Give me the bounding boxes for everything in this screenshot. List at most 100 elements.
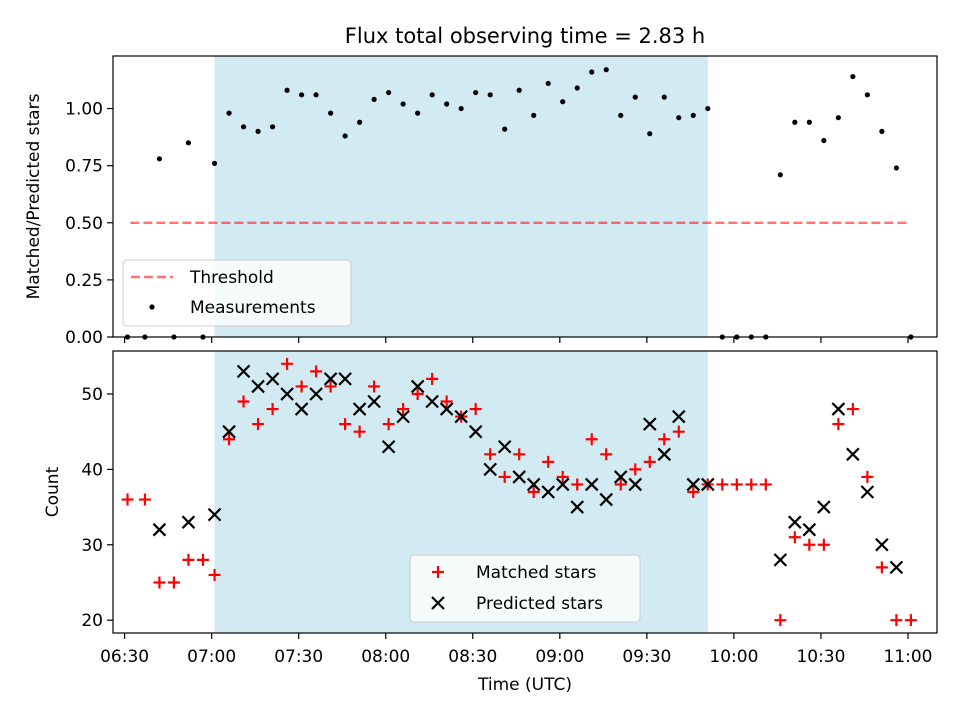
y-tick-label: 0.25 [65, 271, 103, 291]
y-tick-label: 0.50 [65, 214, 103, 234]
predicted-point [831, 402, 846, 416]
measurement-point [269, 124, 276, 130]
x-tick-label: 08:00 [361, 647, 410, 667]
matched-point [527, 486, 540, 498]
measurement-point [371, 96, 377, 103]
predicted-point [555, 477, 570, 492]
matched-point [672, 425, 685, 438]
x-tick-label: 06:30 [100, 647, 149, 667]
legend-predicted-label: Predicted stars [476, 594, 603, 614]
y-tick-label: 0.00 [65, 328, 103, 348]
predicted-point [802, 522, 817, 537]
matched-point [875, 561, 888, 574]
measurement-point [545, 80, 551, 87]
matched-point [687, 486, 700, 498]
legend-threshold-label: Threshold [189, 268, 274, 288]
matched-point [542, 455, 555, 468]
predicted-point [642, 417, 657, 431]
y-axis-label: Count [43, 466, 63, 517]
measurement-point [185, 140, 192, 146]
measurement-point [676, 115, 682, 121]
measurement-point [632, 94, 638, 100]
y-tick-label: 40 [81, 460, 103, 480]
measurement-point [357, 119, 363, 125]
measurement-point [821, 137, 827, 144]
y-tick-label: 0.75 [65, 157, 103, 177]
matched-point [266, 403, 279, 416]
matched-point [440, 395, 453, 408]
predicted-point [454, 409, 468, 424]
matched-point [556, 470, 569, 483]
measurement-point [618, 112, 624, 118]
legend-measurements-swatch [149, 304, 155, 310]
predicted-point [396, 409, 410, 424]
x-tick-label: 09:30 [622, 647, 671, 667]
measurement-point [342, 133, 348, 139]
x-tick-label: 08:30 [448, 647, 497, 667]
series-matched-stars [121, 357, 917, 627]
matched-point [745, 478, 758, 491]
measurement-point [255, 128, 261, 134]
predicted-point [846, 447, 860, 462]
matched-point [138, 493, 151, 506]
predicted-point [570, 500, 585, 514]
matched-point [817, 538, 830, 551]
predicted-point [294, 402, 309, 416]
measurement-point [893, 165, 899, 171]
y-tick-label: 30 [81, 536, 103, 556]
measurement-point [516, 87, 522, 93]
series-measurements [124, 67, 914, 340]
predicted-point [439, 402, 454, 416]
y-tick-label: 1.00 [65, 100, 103, 120]
measurement-point [864, 92, 870, 98]
matched-point [411, 387, 424, 400]
measurement-point [661, 94, 667, 100]
measurement-point [284, 87, 290, 93]
predicted-point [236, 364, 251, 379]
predicted-point [860, 485, 875, 499]
matched-point [484, 448, 497, 461]
predicted-point [701, 477, 715, 492]
matched-point [629, 463, 642, 476]
count-panel: 20 30 40 50 06:30 07:00 07:30 08:00 08:30 09:00 09… [43, 350, 938, 667]
measurement-point [647, 131, 653, 137]
predicted-point [367, 394, 381, 409]
matched-point [426, 372, 439, 385]
predicted-point [613, 470, 628, 484]
matched-point [861, 470, 874, 483]
measurement-point [850, 73, 856, 80]
x-tick-label: 09:00 [535, 647, 584, 667]
predicted-point [628, 477, 643, 492]
matched-point [382, 418, 395, 431]
matched-point [167, 576, 180, 589]
predicted-point [817, 500, 831, 514]
measurement-point [473, 89, 479, 96]
measurement-point [400, 101, 406, 107]
matched-point [397, 403, 410, 416]
x-tick-label: 07:00 [187, 647, 236, 667]
predicted-point [875, 538, 889, 552]
legend: Matched stars Predicted stars [409, 554, 641, 623]
measurement-point [531, 112, 537, 118]
predicted-point [584, 477, 599, 492]
matched-point [643, 455, 656, 468]
predicted-point [323, 372, 338, 386]
matched-point [339, 418, 352, 431]
predicted-point [352, 402, 367, 416]
matched-point [223, 433, 236, 446]
predicted-point [410, 379, 425, 394]
predicted-point [541, 485, 555, 499]
measurement-point [792, 119, 798, 125]
matched-point [353, 425, 366, 438]
series-predicted-stars [152, 364, 904, 575]
legend-measurements-label: Measurements [190, 298, 316, 318]
predicted-point [338, 372, 352, 386]
measurement-point [574, 85, 580, 91]
measurement-point [560, 99, 566, 105]
measurement-point [603, 67, 609, 73]
predicted-point [265, 372, 280, 386]
matched-point [513, 448, 526, 461]
measurement-point [690, 112, 696, 118]
matched-point [730, 478, 743, 491]
predicted-point [526, 477, 541, 492]
